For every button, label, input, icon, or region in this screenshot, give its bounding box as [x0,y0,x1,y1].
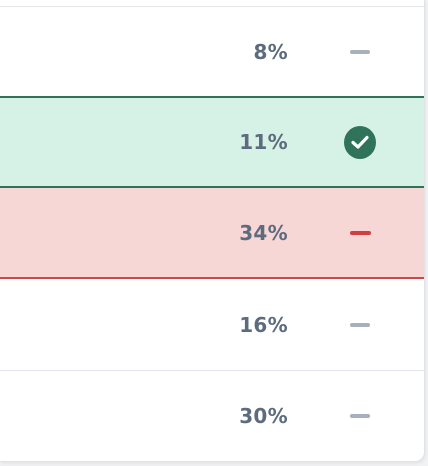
status-cell [344,371,376,461]
check-circle-icon [344,125,376,159]
status-cell [344,279,376,370]
percent-value: 16% [239,312,288,337]
dash-icon [350,414,370,418]
table-row-highlighted: 11% [0,96,424,188]
dash-icon [350,49,370,54]
top-divider [0,6,424,7]
dash-icon [349,230,371,235]
percent-value: 8% [253,39,288,64]
table-row: 8% [0,7,424,97]
status-cell [344,98,376,186]
table-row: 30% [0,371,424,461]
table-row: 16% [0,279,424,371]
percent-value: 11% [239,130,288,154]
percent-value: 34% [239,220,288,245]
status-cell [344,7,376,96]
dash-icon [350,322,370,327]
status-cell [344,188,376,277]
table-row-error: 34% [0,188,424,279]
percent-value: 30% [239,404,288,428]
